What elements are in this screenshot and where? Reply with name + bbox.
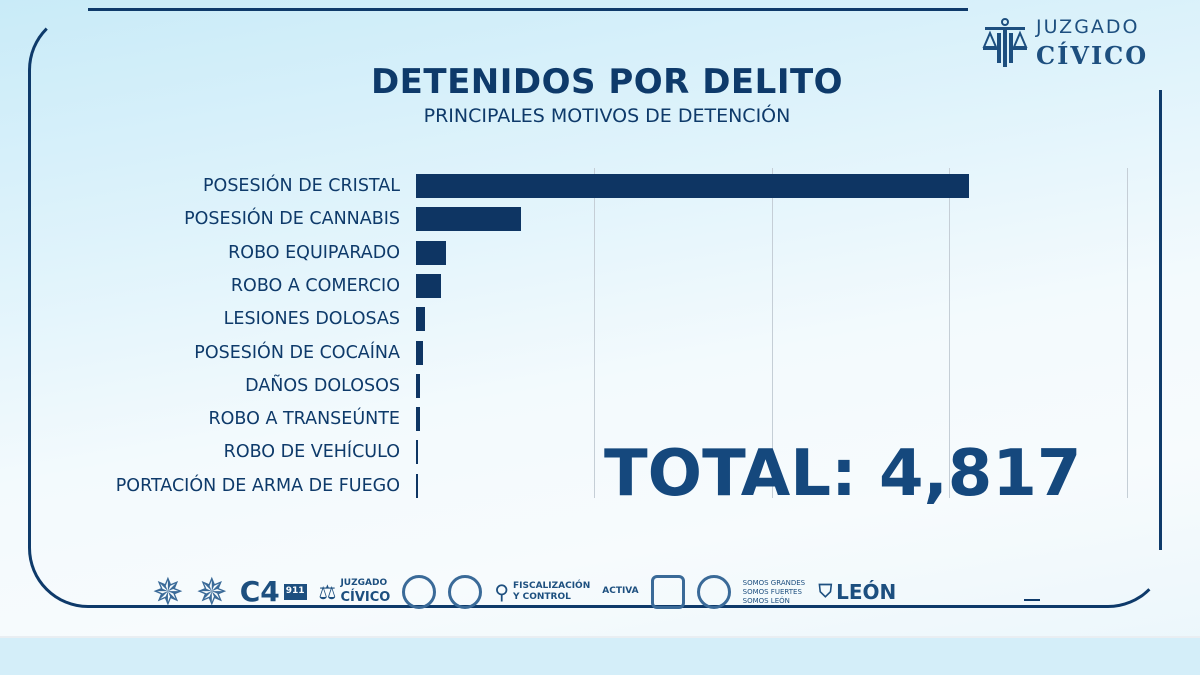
scales-of-justice-icon (982, 18, 1028, 67)
bar (416, 340, 424, 365)
activa-logo: ACTIVA (602, 586, 638, 597)
juzgado-text: JUZGADO (340, 577, 388, 588)
fiscalizacion-text: FISCALIZACIÓN (512, 580, 591, 591)
chart-title: DETENIDOS POR DELITO (370, 62, 844, 102)
fiscalizacion-logo: ⚲ FISCALIZACIÓN Y CONTROL (494, 579, 590, 605)
footer-logos: ✵ ✵ C4 911 ⚖ JUZGADO CÍVICO ⚲ FISCALIZACIÓN Y… (152, 568, 1022, 616)
leon-logo: ⛉ LEÓN (819, 579, 897, 605)
total-annotation: TOTAL: 4,817 (604, 437, 1082, 511)
bar (416, 473, 418, 498)
somos-leon-slogan: SOMOS GRANDES SOMOS FUERTES SOMOS LEÓN (742, 578, 806, 605)
y-control-text: Y CONTROL (512, 592, 571, 602)
bar (416, 273, 441, 298)
gridline (593, 168, 595, 498)
c4-text: C4 (239, 575, 280, 608)
juzgado-civico-footer-logo: ⚖ JUZGADO CÍVICO (319, 578, 391, 606)
category-label: POSESIÓN DE CRISTAL (203, 176, 400, 196)
category-label: ROBO DE VEHÍCULO (223, 442, 400, 463)
frame-line (88, 8, 968, 11)
logo-text-line2: CÍVICO (1036, 41, 1149, 70)
c4-logo: C4 911 (240, 575, 307, 609)
juzgado-civico-logo: JUZGADO CÍVICO (982, 14, 1148, 72)
shield-icon (650, 575, 685, 609)
logo-text-line1: JUZGADO (1036, 16, 1140, 38)
bottom-band (0, 636, 1200, 675)
police-badge-icon: ✵ (195, 570, 228, 614)
chart-subtitle: PRINCIPALES MOTIVOS DE DETENCIÓN (423, 105, 791, 127)
proteccion-civil-seal-icon (402, 575, 437, 609)
leon-text: LEÓN (836, 580, 897, 604)
decorative-frame (28, 10, 1168, 608)
leon-shield-icon: ⛉ (818, 581, 833, 602)
frame-line (1159, 90, 1162, 550)
category-label: DAÑOS DOLOSOS (245, 375, 400, 396)
category-label: ROBO A COMERCIO (230, 275, 400, 296)
frame-line (1024, 599, 1040, 601)
activa-text: ACTIVA (602, 586, 639, 597)
bar (416, 440, 419, 465)
bar (416, 207, 521, 232)
seal-icon (448, 575, 483, 609)
bar (416, 174, 969, 198)
civico-text: CÍVICO (340, 590, 391, 606)
bar (416, 240, 447, 265)
bar (416, 373, 421, 398)
category-label: POSESIÓN DE CANNABIS (184, 209, 400, 230)
police-badge-icon: ✵ (152, 570, 184, 614)
seal-icon (696, 575, 731, 609)
c4-911-text: 911 (283, 584, 307, 600)
scales-of-justice-icon: ⚖ (318, 580, 337, 604)
category-label: ROBO A TRANSEÚNTE (208, 409, 400, 430)
gridline (949, 168, 951, 498)
bar (416, 307, 425, 332)
bar (416, 407, 420, 432)
gridline (771, 168, 773, 498)
category-label: POSESIÓN DE COCAÍNA (194, 342, 400, 363)
category-label: ROBO EQUIPARADO (228, 242, 400, 263)
gridline (1127, 168, 1128, 498)
magnifier-icon: ⚲ (494, 580, 509, 604)
category-label: LESIONES DOLOSAS (223, 309, 400, 330)
category-label: PORTACIÓN DE ARMA DE FUEGO (115, 475, 400, 496)
